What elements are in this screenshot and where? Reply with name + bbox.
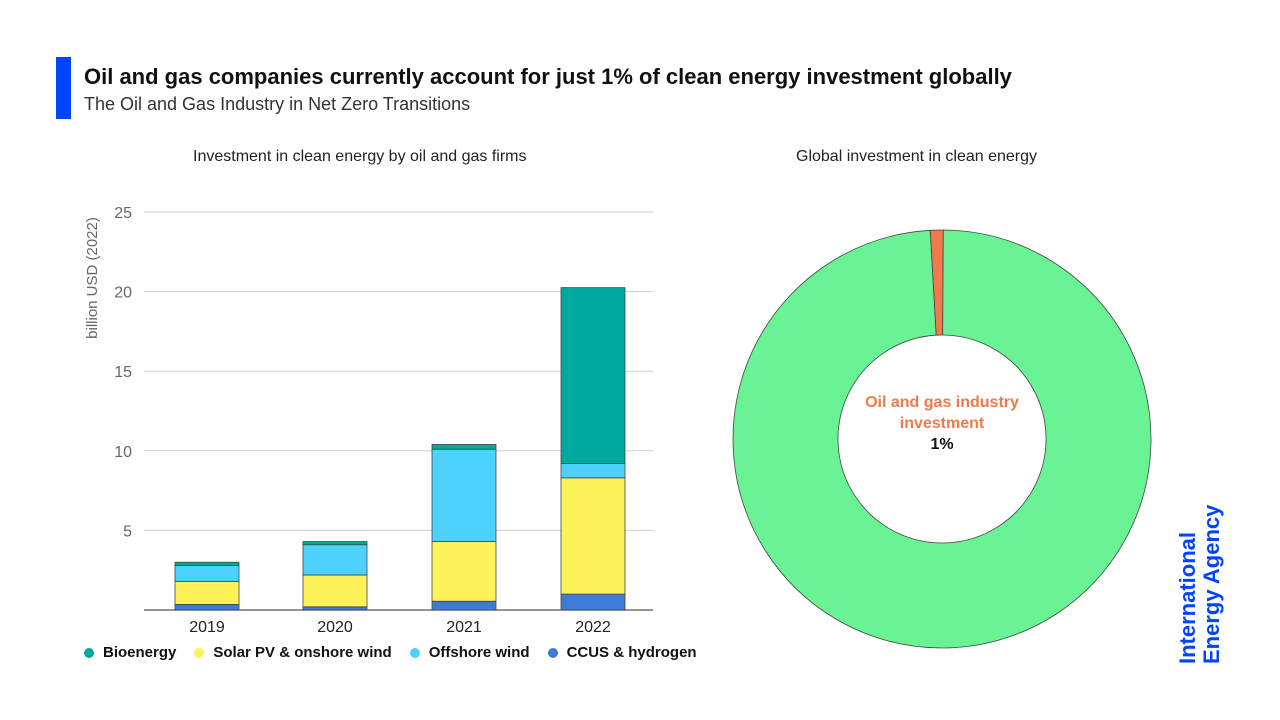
iea-logo: International Energy Agency xyxy=(1175,504,1224,664)
legend-dot-ccus-hydrogen xyxy=(547,647,558,658)
donut-slice-other xyxy=(732,229,1152,649)
y-tick-label: 25 xyxy=(114,205,132,222)
legend-item-ccus-hydrogen: CCUS & hydrogen xyxy=(547,644,697,661)
y-tick-label: 20 xyxy=(114,285,132,302)
legend-item-solar-wind: Solar PV & onshore wind xyxy=(194,644,392,661)
iea-logo-line1: International xyxy=(1175,531,1200,664)
page-subtitle: The Oil and Gas Industry in Net Zero Tra… xyxy=(84,94,471,114)
legend-dot-solar-wind xyxy=(194,647,205,658)
legend-label: CCUS & hydrogen xyxy=(566,644,697,661)
y-tick-label: 10 xyxy=(114,444,132,461)
bar-chart-legend: Bioenergy Solar PV & onshore wind Offsho… xyxy=(84,644,697,661)
legend-item-bioenergy: Bioenergy xyxy=(84,644,176,661)
bar-segment-solar-pv-onshore-wind-2022 xyxy=(560,477,626,595)
y-tick-label: 15 xyxy=(114,364,132,381)
donut-center-label: Oil and gas industry investment 1% xyxy=(862,392,1022,455)
legend-label: Solar PV & onshore wind xyxy=(213,644,392,661)
bar-segment-offshore-wind-2019 xyxy=(174,565,240,582)
page-title: Oil and gas companies currently account … xyxy=(84,64,1012,89)
bar-segment-ccus-hydrogen-2022 xyxy=(560,593,626,611)
y-axis-label: billion USD (2022) xyxy=(84,217,101,339)
bar-chart-title: Investment in clean energy by oil and ga… xyxy=(193,148,527,165)
y-tick-label: 5 xyxy=(123,523,132,540)
bar-segment-solar-pv-onshore-wind-2021 xyxy=(431,541,497,602)
bar-segment-ccus-hydrogen-2019 xyxy=(174,604,240,611)
bar-segment-bioenergy-2019 xyxy=(174,561,240,566)
bar-segment-solar-pv-onshore-wind-2020 xyxy=(302,574,368,608)
x-tick-label: 2021 xyxy=(446,619,482,636)
donut-chart-title: Global investment in clean energy xyxy=(796,148,1038,165)
bar-segment-offshore-wind-2020 xyxy=(302,544,368,576)
legend-dot-offshore-wind xyxy=(409,647,420,658)
legend-dot-bioenergy xyxy=(84,647,94,658)
bar-segment-bioenergy-2021 xyxy=(431,444,497,450)
legend-item-offshore-wind: Offshore wind xyxy=(409,644,530,661)
legend-label: Bioenergy xyxy=(103,644,177,661)
donut-center-value: 1% xyxy=(930,436,954,453)
x-tick-label: 2019 xyxy=(189,619,225,636)
bar-segment-solar-pv-onshore-wind-2019 xyxy=(174,580,240,605)
bar-segment-offshore-wind-2021 xyxy=(431,448,497,542)
x-tick-label: 2022 xyxy=(575,619,611,636)
donut-center-text: Oil and gas industry investment xyxy=(865,394,1019,432)
bar-segment-ccus-hydrogen-2021 xyxy=(431,600,497,611)
bar-segment-bioenergy-2020 xyxy=(302,541,368,546)
x-tick-label: 2020 xyxy=(317,619,353,636)
bar-segment-offshore-wind-2022 xyxy=(560,463,626,479)
iea-logo-line2: Energy Agency xyxy=(1199,504,1224,664)
legend-label: Offshore wind xyxy=(428,644,530,661)
bar-segment-bioenergy-2022 xyxy=(560,287,626,464)
bar-segment-ccus-hydrogen-2020 xyxy=(302,606,368,611)
title-accent-bar xyxy=(56,57,71,119)
